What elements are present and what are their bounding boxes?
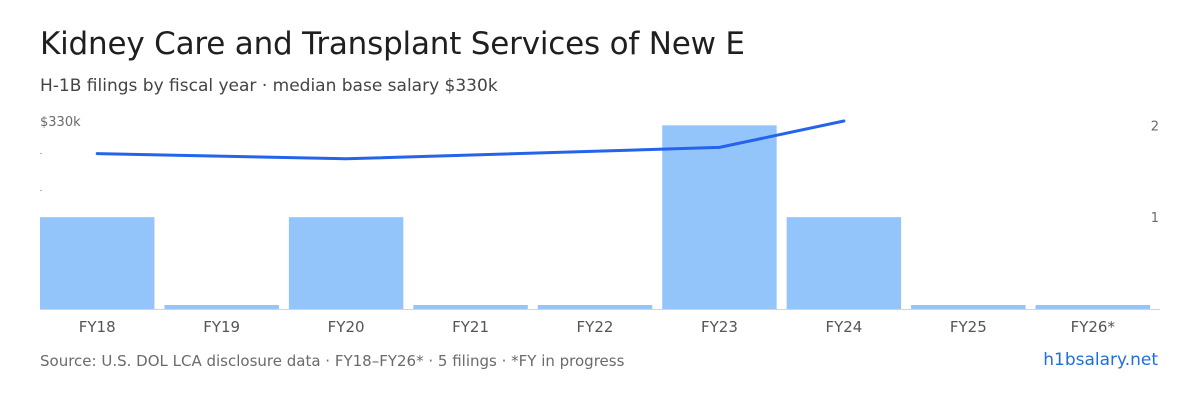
chart-title: Kidney Care and Transplant Services of N… xyxy=(40,26,745,62)
chart-subtitle: H-1B filings by fiscal year · median bas… xyxy=(40,76,498,96)
right-axis-tick-label: 1 xyxy=(1151,211,1159,226)
left-axis-tick-mark xyxy=(40,190,42,191)
bar-fy24 xyxy=(786,217,902,309)
bar-fy26-star xyxy=(1035,305,1150,309)
bar-fy25 xyxy=(911,305,1026,309)
x-tick-label: FY20 xyxy=(328,318,365,336)
x-tick-label: FY24 xyxy=(825,318,862,336)
x-tick-label: FY22 xyxy=(577,318,614,336)
bar-fy21 xyxy=(413,305,528,309)
bar-fy18 xyxy=(40,217,155,309)
right-axis-tick-label: 2 xyxy=(1151,119,1159,134)
left-axis-tick-label: $330k xyxy=(40,115,81,130)
bar-fy22 xyxy=(537,305,653,309)
x-tick-label: FY23 xyxy=(701,318,738,336)
brand-link[interactable]: h1bsalary.net xyxy=(1043,350,1158,370)
bar-fy20 xyxy=(288,217,404,309)
salary-line xyxy=(95,119,846,161)
x-tick-label: FY21 xyxy=(452,318,489,336)
bar-fy23 xyxy=(662,125,777,309)
x-tick-label: FY25 xyxy=(950,318,987,336)
x-tick-label: FY19 xyxy=(203,318,240,336)
x-tick-label: FY18 xyxy=(79,318,116,336)
x-tick-label: FY26* xyxy=(1071,318,1116,336)
source-note: Source: U.S. DOL LCA disclosure data · F… xyxy=(40,352,625,370)
bar-fy19 xyxy=(164,305,279,309)
left-axis-tick-mark xyxy=(40,153,42,154)
